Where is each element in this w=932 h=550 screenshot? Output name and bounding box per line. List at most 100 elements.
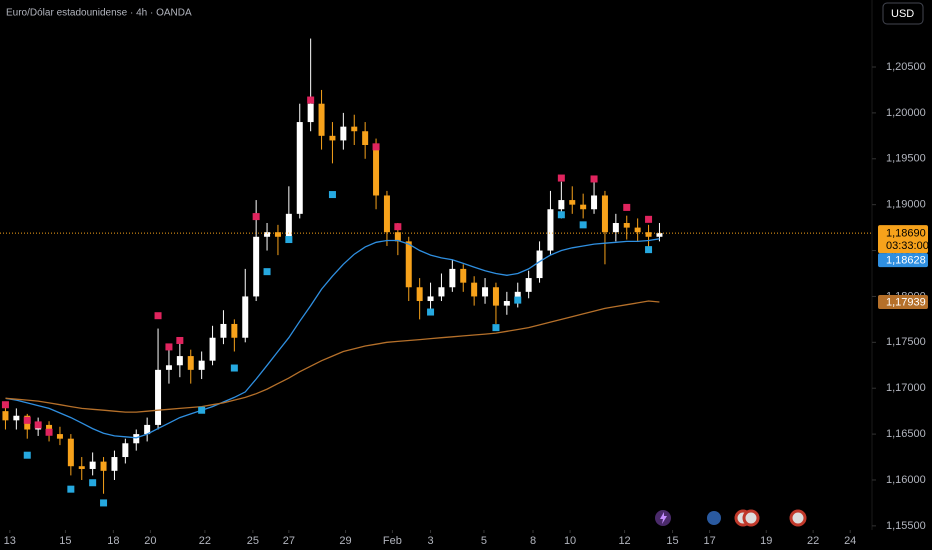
candle-body [580,204,587,210]
x-tick-label: 22 [807,535,819,547]
buy-signal [328,191,336,199]
buy-signal [100,499,108,507]
x-tick-label: Feb [383,535,402,547]
x-tick-label: 13 [4,535,16,547]
candle-body [514,291,521,302]
candle-body [296,122,303,214]
candle-body [645,232,652,237]
candle-body [231,323,238,338]
candle-body [318,103,325,136]
ma-label-box [878,295,928,310]
candle-body [492,287,499,306]
sell-signal [45,428,53,436]
ma-label-box [878,253,928,268]
candle-body [427,296,434,302]
sell-signal [307,96,315,104]
buy-signal [285,236,293,244]
candle-body [264,232,271,237]
candle-body [438,287,445,297]
moving-average [5,238,660,439]
candle-body [209,337,216,361]
event-icon[interactable] [707,511,721,525]
candle-body [56,434,63,439]
ma-label: 1,18628 [886,255,926,267]
x-tick-label: 20 [144,535,156,547]
event-icons [655,509,807,527]
candle-body [187,356,194,370]
sell-signal [252,213,260,221]
candle-body [176,356,183,366]
y-tick-label: 1,19000 [886,199,926,211]
sell-signal [623,203,631,211]
sell-signal [394,223,402,231]
candle-body [285,213,292,237]
candle-body [558,200,565,210]
candle-body [471,282,478,297]
sell-signal [176,336,184,344]
event-icon[interactable] [789,509,807,527]
sell-signal [590,175,598,183]
last-price-box [878,225,928,254]
candle-body [601,195,608,233]
chart-title: Euro/Dólar estadounidense · 4h · OANDA [6,8,192,19]
sell-signal [34,421,42,429]
currency-button[interactable]: USD [882,2,924,25]
icon-glyph [660,512,667,524]
candle-body [220,323,227,338]
candle-body [405,241,412,288]
buy-signal [198,406,206,414]
button-frame[interactable] [882,2,924,25]
x-tick-label: 27 [283,535,295,547]
candle-body [13,415,20,421]
plot [1,38,663,507]
candle-body [373,145,380,196]
x-tick-label: 12 [618,535,630,547]
candle-body [547,209,554,251]
y-tick-label: 1,20000 [886,107,926,119]
candle-body [416,287,423,302]
buy-signal [645,246,653,254]
y-tick-label: 1,16500 [886,428,926,440]
candle-body [2,411,9,421]
candle-body [133,434,140,444]
candle-body [307,103,314,123]
candle-body [111,457,118,471]
buy-signal [230,364,238,372]
y-tick-label: 1,20500 [886,61,926,73]
x-tick-label: 22 [199,535,211,547]
candle-body [394,232,401,242]
sell-signal [154,312,162,320]
x-tick-label: 15 [59,535,71,547]
candle-body [623,223,630,228]
candle-body [165,365,172,370]
x-tick-label: 18 [107,535,119,547]
buy-signal [557,211,565,219]
buy-signal [263,268,271,276]
x-tick-label: 10 [564,535,576,547]
candle-body [449,268,456,288]
candle-body [122,443,129,458]
candle-body [569,200,576,205]
candle-body [274,232,281,237]
candle-body [100,461,107,471]
buy-signal [579,221,587,229]
event-icon[interactable] [742,509,760,527]
x-tick-label: 25 [247,535,259,547]
x-tick-label: 19 [760,535,772,547]
x-tick-label: 29 [339,535,351,547]
sell-signal [165,343,173,351]
currency-label[interactable]: USD [891,8,914,20]
buy-signal [67,485,75,493]
candle-body [460,268,467,283]
candle-body [351,126,358,132]
buy-signal [89,479,97,487]
candle-body [634,227,641,233]
buy-signal [23,451,31,459]
ma-label: 1,17939 [886,296,926,308]
sell-signal [372,143,380,151]
candle-body [612,223,619,233]
sell-signal [23,416,31,424]
x-tick-label: 24 [844,535,856,547]
candle-body [482,287,489,297]
